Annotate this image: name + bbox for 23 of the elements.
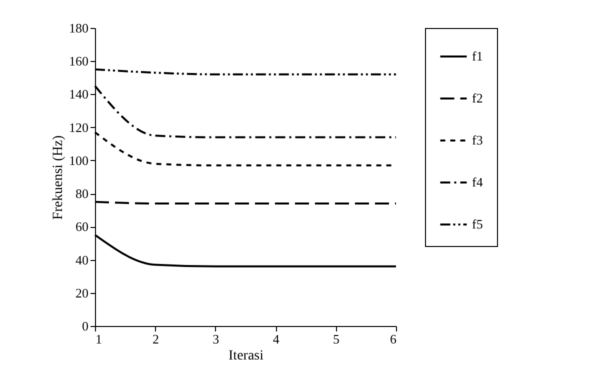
y-tick-label: 120 [69,120,88,135]
legend-label: f1 [472,48,483,64]
legend-label: f4 [472,174,484,190]
x-tick-label: 1 [96,332,102,346]
y-tick-label: 60 [76,219,88,234]
y-tick-label: 140 [69,86,88,102]
x-tick-label: 2 [152,332,159,346]
y-tick-label: 0 [82,318,88,334]
y-tick-label: 160 [69,54,88,69]
x-tick-label: 6 [390,332,397,346]
legend-label: f3 [472,132,483,148]
y-tick-label: 80 [76,186,88,202]
y-axis-title: Frekuensi (Hz) [51,134,66,220]
x-tick-label: 3 [212,332,220,346]
x-tick-label: 5 [333,332,340,346]
y-tick-label: 40 [76,252,88,268]
x-axis-title: Iterasi [228,348,264,364]
y-tick-label: 100 [69,152,88,168]
legend-label: f2 [472,90,483,106]
y-tick-label: 20 [76,285,88,300]
y-tick-label: 180 [69,20,88,36]
x-tick-label: 4 [272,332,280,346]
legend-label: f5 [472,216,483,232]
